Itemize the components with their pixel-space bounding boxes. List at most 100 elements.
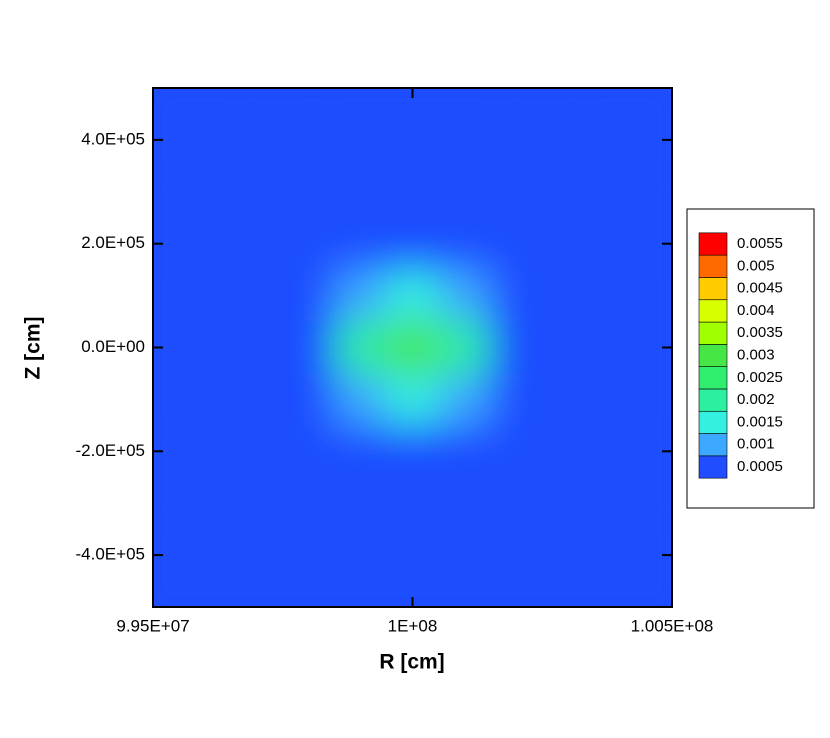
contour-cell	[334, 88, 387, 114]
contour-cell	[646, 165, 672, 218]
plot-frame	[152, 87, 673, 608]
contour-cell	[386, 425, 439, 478]
axes: 9.95E+07 1E+08 1.005E+08 -4.0E+05 -2.0E+05 0.…	[76, 88, 714, 635]
colorbar-label: 0.002	[737, 391, 775, 408]
contour-cell	[230, 165, 283, 218]
contour-cell	[646, 269, 672, 322]
contour-cell	[178, 217, 231, 270]
contour-cell	[153, 373, 179, 426]
contour-cell	[282, 321, 335, 374]
contour-cell	[594, 113, 647, 166]
contour-cell	[490, 321, 543, 374]
contour-cell	[438, 529, 491, 582]
contour-cell	[490, 581, 543, 607]
contour-cell	[542, 373, 595, 426]
colorbar-swatch	[698, 299, 728, 323]
contour-cell	[334, 529, 387, 582]
contour-cell	[178, 113, 231, 166]
colorbar-swatch	[698, 388, 728, 412]
colorbar-label: 0.0025	[737, 369, 783, 386]
contour-cell	[230, 373, 283, 426]
contour-cell	[646, 373, 672, 426]
contour-cell	[334, 165, 387, 218]
colorbar-label: 0.001	[737, 436, 775, 453]
colorbar-label: 0.0055	[737, 235, 783, 252]
y-tick-label: -4.0E+05	[76, 545, 145, 564]
contour-cell	[178, 321, 231, 374]
contour-cell	[438, 269, 491, 322]
x-tick-label: 1.005E+08	[631, 616, 714, 635]
contour-cell	[594, 321, 647, 374]
colorbar-swatch	[698, 344, 728, 367]
contour-cell	[594, 477, 647, 530]
contour-cell	[178, 373, 231, 426]
colorbar-label: 0.003	[737, 346, 775, 363]
colorbar-swatch	[698, 366, 728, 390]
contour-cell	[542, 529, 595, 582]
contour-cell	[153, 165, 179, 218]
contour-cell	[282, 529, 335, 582]
contour-cell	[153, 88, 179, 114]
contour-cell	[438, 373, 491, 426]
contour-cell	[282, 425, 335, 478]
contour-cell	[334, 269, 387, 322]
contour-cell	[230, 321, 283, 374]
contour-cell	[282, 165, 335, 218]
contour-cell	[542, 425, 595, 478]
contour-cell	[490, 425, 543, 478]
contour-cell	[178, 425, 231, 478]
contour-cell	[438, 113, 491, 166]
contour-cell	[334, 581, 387, 607]
contour-cell	[594, 373, 647, 426]
contour-cell	[646, 581, 672, 607]
contour-cell	[438, 88, 491, 114]
colorbar-swatch	[698, 455, 728, 479]
contour-cell	[386, 321, 439, 374]
x-tick-label: 1E+08	[388, 616, 438, 635]
contour-cell	[386, 529, 439, 582]
contour-cell	[646, 477, 672, 530]
contour-cell	[490, 529, 543, 582]
contour-cell	[230, 477, 283, 530]
plot-area	[153, 88, 672, 607]
contour-cell	[386, 477, 439, 530]
contour-cell	[542, 217, 595, 270]
x-tick-label: 9.95E+07	[116, 616, 189, 635]
y-tick-label: -2.0E+05	[76, 441, 145, 460]
colorbar-label: 0.005	[737, 257, 775, 274]
contour-cell	[230, 269, 283, 322]
contour-cell	[230, 113, 283, 166]
contour-cell	[334, 373, 387, 426]
colorbar-swatch	[698, 410, 728, 434]
contour-cell	[178, 165, 231, 218]
contour-cell	[542, 321, 595, 374]
y-axis-title: Z [cm]	[22, 317, 45, 380]
contour-cell	[334, 217, 387, 270]
y-tick-label: 4.0E+05	[81, 129, 145, 148]
contour-cell	[178, 529, 231, 582]
contour-cell	[594, 165, 647, 218]
contour-cell	[334, 321, 387, 374]
contour-cell	[178, 88, 231, 114]
colorbar: 0.0005 0.001 0.0015 0.002 0.0025 0.003 0.0035 0…	[698, 232, 783, 479]
contour-cell	[438, 165, 491, 218]
colorbar-label: 0.0035	[737, 324, 783, 341]
contour-cell	[490, 373, 543, 426]
y-tick-label: 2.0E+05	[81, 233, 145, 252]
contour-cell	[490, 113, 543, 166]
contour-cell	[334, 113, 387, 166]
contour-cell	[334, 477, 387, 530]
contour-cell	[542, 113, 595, 166]
contour-cell	[282, 88, 335, 114]
contour-cell	[153, 581, 179, 607]
contour-cell	[178, 477, 231, 530]
contour-cell	[178, 269, 231, 322]
contour-cell	[490, 217, 543, 270]
contour-cell	[386, 165, 439, 218]
contour-cell	[542, 477, 595, 530]
contour-cell	[230, 425, 283, 478]
contour-cell	[230, 581, 283, 607]
contour-cell	[594, 269, 647, 322]
colorbar-swatch	[698, 254, 728, 278]
